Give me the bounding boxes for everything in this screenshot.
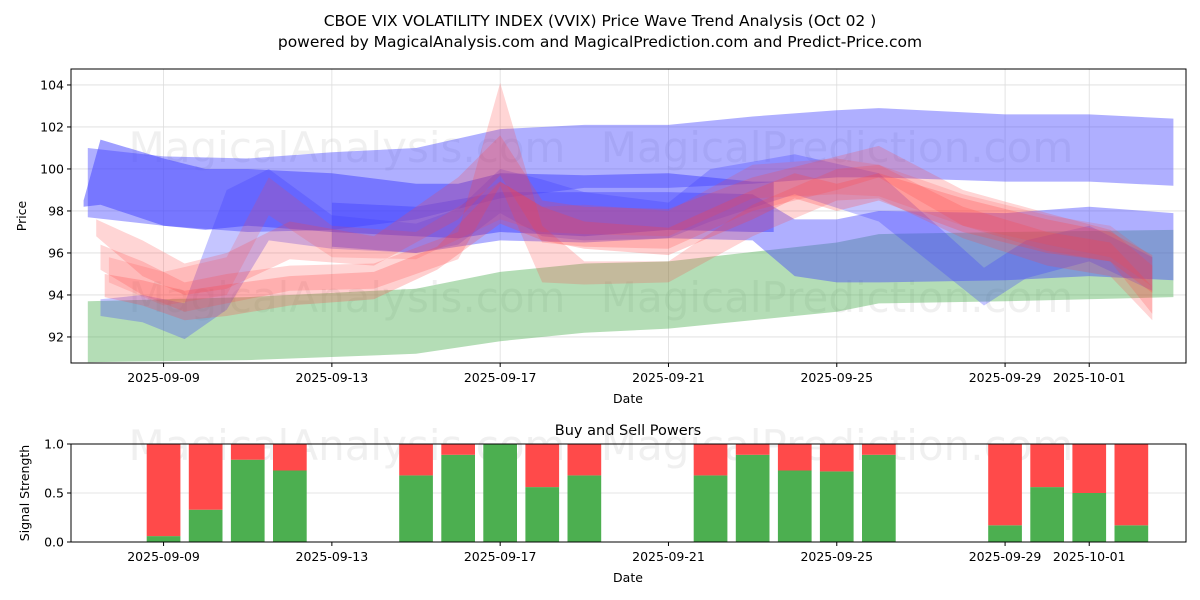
purple-wave	[108, 158, 1153, 306]
price-x-ticks: 2025-09-09 2025-09-13 2025-09-17 2025-09-21…	[127, 363, 1126, 385]
buy-sell-x-tick-label: 2025-09-29	[969, 549, 1042, 564]
price-plot-frame	[70, 68, 1187, 364]
sell-bar	[862, 444, 896, 455]
buy-bar	[862, 454, 896, 542]
buy-sell-y-label: Signal Strength	[17, 445, 32, 541]
sell-bar	[1030, 444, 1064, 488]
price-x-tick-label: 2025-09-17	[464, 370, 537, 385]
sell-bar	[399, 444, 433, 476]
watermark-prediction-top: MagicalPrediction.com	[601, 123, 1074, 172]
buy-sell-x-tick-label: 2025-09-09	[127, 549, 200, 564]
price-bands	[83, 82, 1174, 363]
buy-sell-x-tick-label: 2025-09-13	[296, 549, 369, 564]
buy-bar	[1072, 493, 1107, 542]
price-y-tick-label: 92	[48, 329, 64, 344]
sell-bar	[1114, 444, 1149, 526]
sell-bar	[273, 444, 307, 471]
price-y-tick-label: 94	[48, 287, 64, 302]
buy-sell-x-tick-label: 2025-09-25	[800, 549, 873, 564]
buy-sell-x-tick-label: 2025-10-01	[1053, 549, 1126, 564]
watermark-analysis-top: MagicalAnalysis.com	[129, 123, 566, 172]
sell-bar	[1072, 444, 1107, 493]
buy-bar	[188, 509, 223, 542]
buy-sell-x-label: Date	[613, 570, 643, 585]
buy-bar	[273, 470, 307, 542]
buy-bar	[988, 525, 1022, 542]
red-wave-1	[96, 135, 1153, 314]
buy-bar	[441, 454, 475, 542]
price-x-tick-label: 2025-10-01	[1053, 370, 1126, 385]
buy-bar	[230, 459, 265, 542]
green-band	[87, 229, 1174, 363]
buy-sell-title: Buy and Sell Powers	[555, 423, 701, 439]
sell-bar	[777, 444, 812, 471]
buy-bar	[567, 475, 602, 542]
price-y-tick-label: 102	[40, 119, 64, 134]
price-x-tick-label: 2025-09-09	[127, 370, 200, 385]
price-y-ticks: 92 94 96 98 100 102 104	[40, 77, 71, 344]
sell-bar	[988, 444, 1022, 526]
buy-bar	[1030, 487, 1064, 542]
buy-bar	[819, 471, 854, 542]
price-y-tick-label: 104	[40, 77, 64, 92]
buy-sell-chart: Buy and Sell Powers MagicalAnalysis.com …	[17, 421, 1187, 585]
chart-title: CBOE VIX VOLATILITY INDEX (VVIX) Price W…	[324, 12, 877, 30]
buy-bar	[399, 475, 433, 542]
sell-bar	[567, 444, 602, 476]
sell-bar	[188, 444, 223, 510]
sell-bar	[819, 444, 854, 472]
price-grid	[71, 69, 1186, 363]
buy-sell-x-ticks: 2025-09-09 2025-09-13 2025-09-17 2025-09-21…	[127, 542, 1126, 564]
buy-sell-x-tick-label: 2025-09-17	[464, 549, 537, 564]
buy-bar	[777, 470, 812, 542]
price-x-tick-label: 2025-09-13	[296, 370, 369, 385]
price-y-tick-label: 100	[40, 161, 64, 176]
price-x-label: Date	[613, 391, 643, 406]
price-y-tick-label: 98	[48, 203, 64, 218]
sell-bar	[441, 444, 475, 455]
price-x-tick-label: 2025-09-29	[969, 370, 1042, 385]
blue-wave	[100, 154, 1153, 340]
buy-sell-y-tick-label: 0.0	[44, 535, 64, 550]
buy-bar	[1114, 525, 1149, 542]
sell-bar	[525, 444, 560, 488]
watermark-analysis-bottom: MagicalAnalysis.com	[129, 273, 566, 322]
price-y-label: Price	[14, 200, 29, 231]
watermark-prediction-bottom: MagicalPrediction.com	[601, 273, 1074, 322]
red-wave-2	[100, 82, 1153, 321]
buy-sell-y-tick-label: 0.5	[44, 486, 64, 501]
sell-bar	[146, 444, 181, 537]
price-y-tick-label: 96	[48, 245, 64, 260]
buy-sell-bars	[146, 444, 1149, 542]
buy-sell-y-tick-label: 1.0	[44, 437, 64, 452]
chart-subtitle: powered by MagicalAnalysis.com and Magic…	[278, 33, 922, 51]
red-wave-3	[104, 173, 1153, 321]
buy-sell-x-tick-label: 2025-09-21	[632, 549, 705, 564]
price-x-tick-label: 2025-09-21	[632, 370, 705, 385]
sell-bar	[693, 444, 728, 476]
sell-bar	[230, 444, 265, 460]
buy-sell-y-ticks: 0.0 0.5 1.0	[44, 437, 71, 550]
buy-bar	[525, 487, 560, 542]
buy-bar	[735, 454, 770, 542]
sell-bar	[735, 444, 770, 455]
buy-bar	[146, 536, 181, 542]
price-x-tick-label: 2025-09-25	[800, 370, 873, 385]
buy-bar	[483, 444, 517, 542]
blue-band-main	[83, 139, 774, 239]
buy-bar	[693, 475, 728, 542]
price-watermarks: MagicalAnalysis.com MagicalPrediction.co…	[129, 123, 1074, 322]
price-chart: MagicalAnalysis.com MagicalPrediction.co…	[14, 68, 1187, 406]
